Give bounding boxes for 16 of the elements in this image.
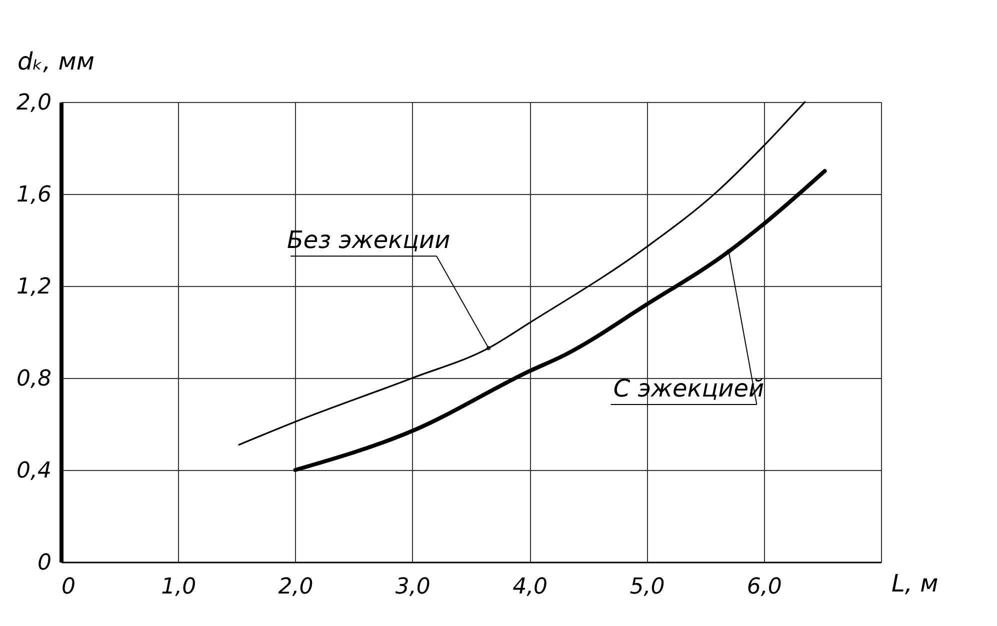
line-series	[238, 101, 806, 446]
y-tick-label: 1,6	[16, 182, 52, 208]
x-tick-label: 0	[62, 574, 76, 600]
y-axis-title: dₖ, мм	[18, 48, 94, 76]
x-tick-label: 5,0	[630, 574, 665, 600]
y-tick-label: 0,8	[16, 366, 52, 392]
x-tick-label: 6,0	[746, 574, 782, 600]
x-tick-label: 2,0	[278, 574, 314, 600]
y-tick-label: 0	[38, 550, 52, 576]
x-tick-label: 3,0	[395, 574, 430, 600]
y-tick-label: 2,0	[16, 90, 52, 116]
x-tick-label: 4,0	[512, 574, 548, 600]
y-tick-label: 1,2	[16, 274, 52, 300]
y-tick-label: 0,4	[16, 458, 52, 484]
x-tick-label: 1,0	[161, 574, 196, 600]
x-axis-title: L, м	[892, 570, 938, 598]
